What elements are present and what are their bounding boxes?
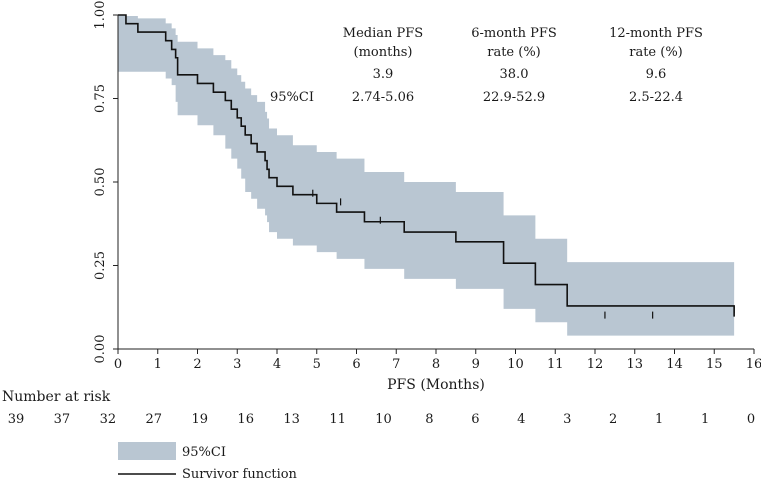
y-tick-label-4: 1.00 bbox=[93, 1, 108, 30]
stats-annotation: Median PFS (months) 3.9 2.74-5.06 6-mont… bbox=[270, 26, 703, 105]
x-tick-label-0: 0 bbox=[114, 357, 122, 372]
x-tick-label-9: 9 bbox=[472, 357, 480, 372]
legend: 95%CI Survivor function bbox=[118, 442, 298, 479]
stat-header-6month-line1: 6-month PFS bbox=[471, 26, 557, 41]
y-tick-label-0: 0.00 bbox=[93, 335, 108, 364]
risk-value-14: 1 bbox=[655, 412, 663, 427]
y-tick-label-1: 0.25 bbox=[93, 251, 108, 280]
stat-header-12month-line1: 12-month PFS bbox=[609, 26, 703, 41]
risk-value-5: 16 bbox=[237, 412, 254, 427]
stat-value-12month: 9.6 bbox=[646, 67, 667, 82]
y-axis-ticks: 0.00 0.25 0.50 0.75 1.00 bbox=[93, 1, 118, 364]
x-tick-label-5: 5 bbox=[313, 357, 321, 372]
survival-line bbox=[118, 14, 735, 317]
x-tick-label-16: 16 bbox=[746, 357, 761, 372]
y-tick-label-3: 0.75 bbox=[93, 84, 108, 113]
risk-value-8: 10 bbox=[375, 412, 392, 427]
stat-value-median: 3.9 bbox=[373, 67, 394, 82]
x-tick-label-7: 7 bbox=[392, 357, 400, 372]
risk-value-6: 13 bbox=[283, 412, 300, 427]
legend-line-label: Survivor function bbox=[182, 467, 298, 479]
x-tick-label-1: 1 bbox=[154, 357, 162, 372]
legend-ci-label: 95%CI bbox=[182, 445, 226, 460]
stat-header-median-line1: Median PFS bbox=[343, 26, 423, 41]
stat-header-12month-line2: rate (%) bbox=[629, 45, 683, 60]
stat-ci-12month: 2.5-22.4 bbox=[629, 90, 683, 105]
x-tick-label-8: 8 bbox=[432, 357, 440, 372]
stat-ci-6month: 22.9-52.9 bbox=[483, 90, 545, 105]
x-tick-label-10: 10 bbox=[507, 357, 524, 372]
x-tick-label-15: 15 bbox=[706, 357, 723, 372]
stat-value-6month: 38.0 bbox=[500, 67, 529, 82]
risk-table-values: 39 37 32 27 19 16 13 11 10 8 6 4 3 2 1 1 0 bbox=[8, 412, 755, 427]
stat-header-6month-line2: rate (%) bbox=[487, 45, 541, 60]
risk-table-label: Number at risk bbox=[2, 389, 111, 405]
x-tick-label-11: 11 bbox=[547, 357, 564, 372]
censor-marks bbox=[312, 189, 735, 319]
risk-value-7: 11 bbox=[329, 412, 346, 427]
risk-value-10: 6 bbox=[471, 412, 479, 427]
risk-value-12: 3 bbox=[563, 412, 571, 427]
x-tick-label-13: 13 bbox=[626, 357, 643, 372]
risk-value-16: 0 bbox=[747, 412, 755, 427]
risk-value-11: 4 bbox=[517, 412, 525, 427]
x-tick-label-2: 2 bbox=[193, 357, 201, 372]
risk-value-13: 2 bbox=[609, 412, 617, 427]
x-tick-label-3: 3 bbox=[233, 357, 241, 372]
risk-value-1: 37 bbox=[54, 412, 71, 427]
risk-value-0: 39 bbox=[8, 412, 25, 427]
x-tick-label-14: 14 bbox=[666, 357, 683, 372]
ci-band bbox=[118, 15, 735, 336]
stat-ci-median: 2.74-5.06 bbox=[352, 90, 414, 105]
risk-value-15: 1 bbox=[701, 412, 709, 427]
x-axis-ticks: 0 1 2 3 4 5 6 7 8 9 10 11 12 13 14 15 16 bbox=[114, 349, 761, 372]
risk-value-3: 27 bbox=[146, 412, 163, 427]
stat-ci-label: 95%CI bbox=[270, 90, 314, 105]
stat-header-median-line2: (months) bbox=[354, 45, 413, 60]
legend-ci-swatch bbox=[118, 442, 176, 460]
x-tick-label-12: 12 bbox=[587, 357, 604, 372]
x-tick-label-4: 4 bbox=[273, 357, 281, 372]
x-tick-label-6: 6 bbox=[352, 357, 360, 372]
x-axis-label: PFS (Months) bbox=[387, 377, 485, 393]
risk-value-2: 32 bbox=[100, 412, 117, 427]
risk-value-4: 19 bbox=[192, 412, 209, 427]
risk-value-9: 8 bbox=[425, 412, 433, 427]
y-tick-label-2: 0.50 bbox=[93, 168, 108, 197]
